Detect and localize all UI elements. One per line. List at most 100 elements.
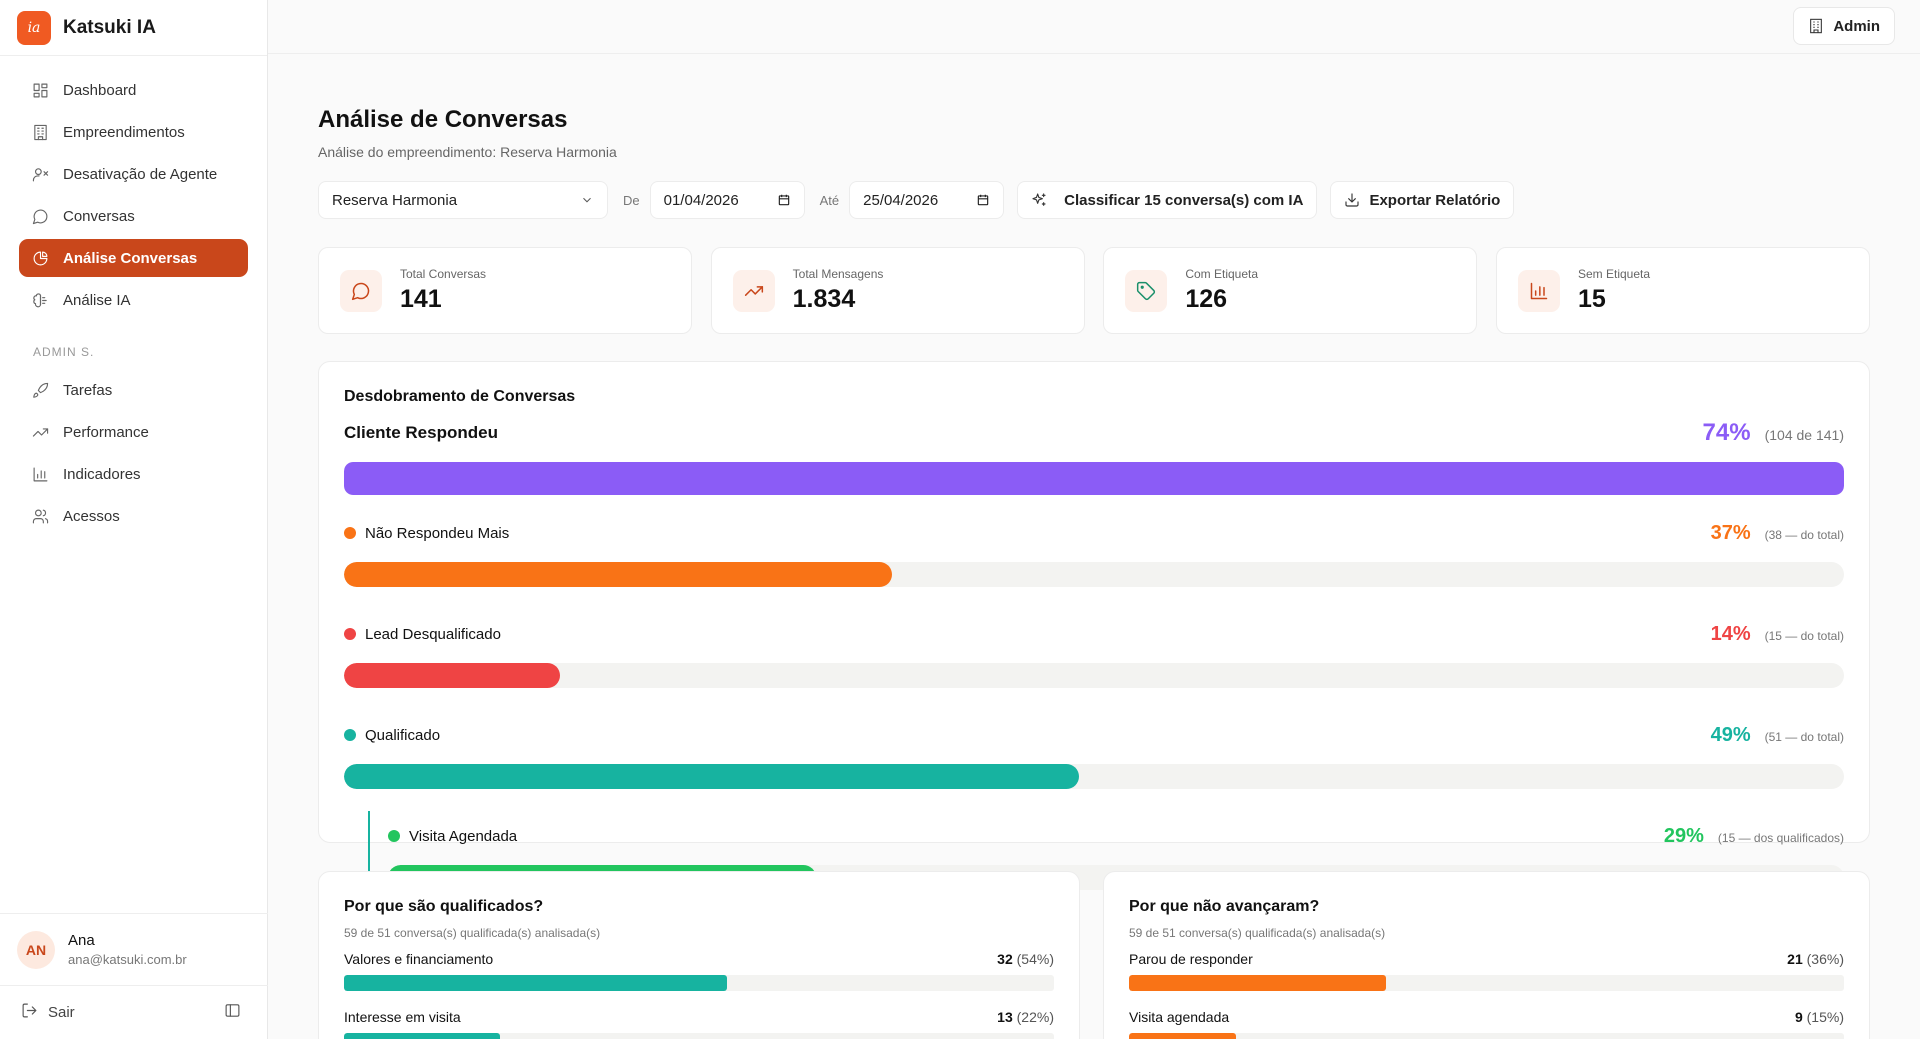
row-note: (38 — do total) [1764, 527, 1844, 542]
brain-icon [32, 292, 49, 309]
page-title: Análise de Conversas [318, 106, 568, 133]
classify-ai-button[interactable]: Classificar 15 conversa(s) com IA [1017, 181, 1318, 219]
status-dot [344, 729, 356, 741]
row-percent: 49% [1710, 723, 1751, 746]
export-report-button[interactable]: Exportar Relatório [1330, 181, 1515, 219]
sidebar-toggle-icon[interactable] [224, 1002, 251, 1023]
row-head: Qualificado 49% (51 — do total) [344, 723, 1844, 747]
sidebar-item-acessos[interactable]: Acessos [19, 497, 248, 535]
sidebar-item-label: Indicadores [63, 465, 141, 483]
stat-icon-box [732, 269, 775, 312]
stat-text: Total Mensagens 1.834 [793, 267, 884, 314]
row-label: Não Respondeu Mais [365, 524, 510, 542]
stat-label: Com Etiqueta [1185, 267, 1259, 281]
qualified-reasons-card: Por que são qualificados? 59 de 51 conve… [318, 871, 1080, 1039]
breakdown-main-row: Cliente Respondeu 74% (104 de 141) [344, 419, 1844, 495]
sidebar: ia Katsuki IA Dashboard Empreendimentos … [0, 0, 268, 1039]
user-x-icon [32, 166, 49, 183]
reason-head: Parou de responder 21 (36%) [1129, 951, 1844, 969]
reason-item: Parou de responder 21 (36%) [1129, 951, 1844, 991]
stat-value: 1.834 [792, 285, 856, 313]
row-label: Lead Desqualificado [365, 625, 501, 643]
admin-label: Admin [1833, 17, 1880, 35]
progress-track [1129, 1033, 1844, 1039]
project-select-value: Reserva Harmonia [332, 191, 458, 209]
reason-count-value: 13 [997, 1009, 1013, 1025]
reason-count: 9 (15%) [1795, 1009, 1844, 1027]
row-label: Qualificado [365, 726, 441, 744]
row-note: (104 de 141) [1764, 427, 1844, 443]
sidebar-item-analise-conversas[interactable]: Análise Conversas [19, 239, 248, 277]
stat-icon-box [1517, 269, 1560, 312]
qualified-title: Por que são qualificados? [344, 898, 544, 915]
stats-row: Total Conversas 141 Total Mensagens 1.83… [318, 247, 1870, 334]
sparkles-icon [1032, 193, 1046, 206]
row-head: Lead Desqualificado 14% (15 — do total) [344, 622, 1844, 646]
sidebar-item-tarefas[interactable]: Tarefas [19, 371, 248, 409]
page-subtitle: Análise do empreendimento: Reserva Harmo… [318, 144, 617, 160]
sidebar-item-label: Análise Conversas [63, 249, 198, 267]
stat-value: 15 [1577, 285, 1606, 313]
reason-percent: (36%) [1806, 951, 1844, 967]
row-label: Cliente Respondeu [344, 423, 498, 442]
sidebar-item-performance[interactable]: Performance [19, 413, 248, 451]
reason-percent: (22%) [1016, 1009, 1054, 1025]
from-date-input[interactable]: 01/04/2026 [649, 181, 805, 219]
sidebar-item-label: Empreendimentos [63, 123, 185, 141]
calendar-icon[interactable] [976, 193, 990, 207]
user-name: Ana [68, 932, 95, 949]
brand[interactable]: ia Katsuki IA [0, 0, 267, 56]
reason-label: Valores e financiamento [344, 951, 494, 967]
stat-text: Sem Etiqueta 15 [1578, 267, 1650, 314]
logout-icon [21, 1002, 48, 1023]
user-profile[interactable]: AN Ana ana@katsuki.com.br [0, 913, 268, 985]
chevron-down-icon [583, 197, 591, 203]
stat-card-total-mensagens: Total Mensagens 1.834 [710, 247, 1085, 334]
filters-bar: Reserva Harmonia De 01/04/2026 Até 25/04… [318, 181, 1515, 219]
stat-value: 141 [400, 285, 442, 313]
to-date-value: 25/04/2026 [863, 191, 939, 209]
sidebar-item-desativacao[interactable]: Desativação de Agente [19, 155, 248, 193]
message-icon [351, 282, 370, 300]
sidebar-item-label: Dashboard [63, 81, 137, 99]
avatar: AN [17, 930, 55, 969]
status-dot [388, 830, 400, 842]
progress-fill [1129, 975, 1387, 991]
sidebar-item-label: Desativação de Agente [63, 165, 218, 183]
conversation-breakdown-card: Desdobramento de Conversas Cliente Respo… [318, 361, 1870, 892]
bar-chart-icon [1530, 282, 1548, 299]
project-select[interactable]: Reserva Harmonia [318, 181, 608, 219]
stat-value: 126 [1185, 285, 1228, 313]
sidebar-item-dashboard[interactable]: Dashboard [19, 71, 248, 109]
sidebar-item-indicadores[interactable]: Indicadores [19, 455, 248, 493]
user-email: ana@katsuki.com.br [68, 952, 187, 967]
sidebar-item-conversas[interactable]: Conversas [19, 197, 248, 235]
row-head: Cliente Respondeu 74% (104 de 141) [344, 419, 1844, 447]
sidebar-item-analise-ia[interactable]: Análise IA [19, 281, 248, 319]
reason-count: 13 (22%) [997, 1009, 1054, 1027]
to-date-input[interactable]: 25/04/2026 [849, 181, 1005, 219]
stat-card-com-etiqueta: Com Etiqueta 126 [1103, 247, 1478, 334]
row-right: 74% (104 de 141) [1703, 419, 1844, 447]
sidebar-item-empreendimentos[interactable]: Empreendimentos [19, 113, 248, 151]
progress-track [344, 764, 1844, 789]
reason-head: Valores e financiamento 32 (54%) [344, 951, 1054, 969]
calendar-icon[interactable] [777, 193, 791, 207]
from-label: De [623, 192, 640, 208]
reason-percent: (15%) [1806, 1009, 1844, 1025]
reason-count-value: 9 [1794, 1009, 1803, 1025]
bar-chart-icon [32, 466, 49, 483]
stat-card-total-conversas: Total Conversas 141 [318, 247, 692, 334]
progress-track [344, 462, 1844, 495]
sidebar-item-label: Conversas [63, 207, 135, 225]
logout-button[interactable]: Sair [48, 1004, 75, 1021]
sidebar-item-label: Análise IA [63, 291, 131, 309]
trending-up-icon [32, 424, 49, 441]
brand-name: Katsuki IA [63, 16, 156, 38]
breakdown-row-qualificado: Qualificado 49% (51 — do total) [344, 723, 1844, 789]
row-percent: 14% [1710, 622, 1751, 645]
row-label: Visita Agendada [409, 827, 518, 845]
admin-button[interactable]: Admin [1793, 7, 1895, 45]
reason-label: Parou de responder [1129, 951, 1253, 967]
building-icon [1810, 18, 1823, 34]
